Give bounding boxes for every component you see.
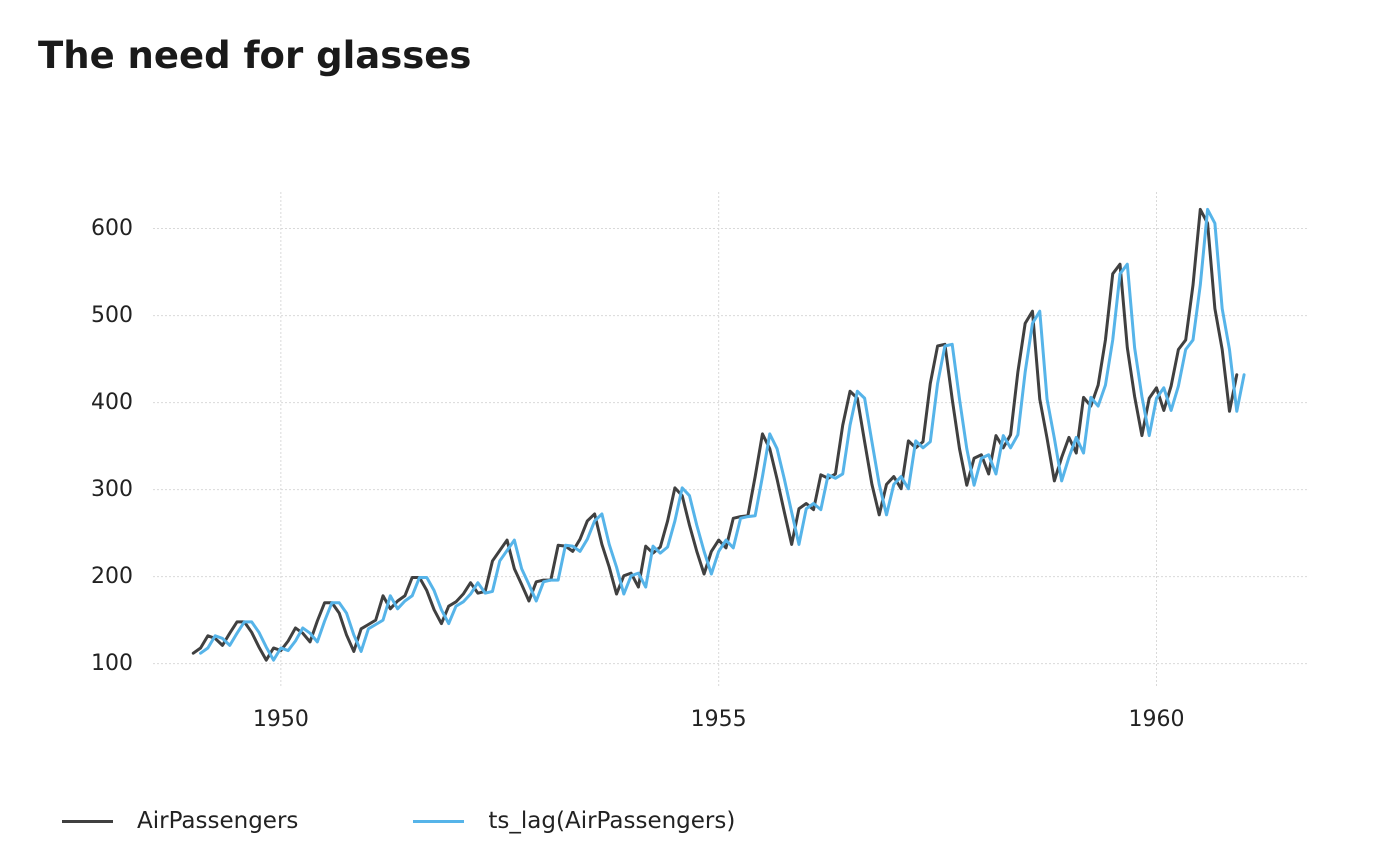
series-line-airpassengers bbox=[191, 207, 1239, 662]
legend-label-airpassengers: AirPassengers bbox=[137, 808, 299, 834]
legend-label-ts-lag: ts_lag(AirPassengers) bbox=[488, 808, 736, 834]
x-tick-label: 1950 bbox=[253, 707, 309, 732]
chart-title: The need for glasses bbox=[38, 34, 472, 77]
legend: AirPassengers ts_lag(AirPassengers) bbox=[62, 808, 735, 834]
x-tick-label: 1955 bbox=[691, 707, 747, 732]
grid-lines bbox=[153, 192, 1308, 688]
x-tick-label: 1960 bbox=[1129, 707, 1185, 732]
y-tick-label: 400 bbox=[91, 390, 133, 415]
legend-swatch-ts-lag bbox=[413, 819, 465, 823]
legend-item-airpassengers: AirPassengers bbox=[62, 808, 298, 834]
series-lines bbox=[191, 207, 1246, 662]
legend-swatch-airpassengers bbox=[62, 819, 113, 823]
y-tick-label: 500 bbox=[91, 303, 133, 328]
y-tick-label: 200 bbox=[91, 564, 133, 589]
legend-item-ts-lag: ts_lag(AirPassengers) bbox=[413, 808, 735, 834]
y-tick-label: 600 bbox=[91, 216, 133, 241]
axis-tick-labels: 100 200 300 400 500 600 1950 1955 1960 bbox=[91, 216, 1185, 732]
series-line-ts-lag bbox=[199, 207, 1246, 662]
y-tick-label: 100 bbox=[91, 651, 133, 676]
y-tick-label: 300 bbox=[91, 477, 133, 502]
